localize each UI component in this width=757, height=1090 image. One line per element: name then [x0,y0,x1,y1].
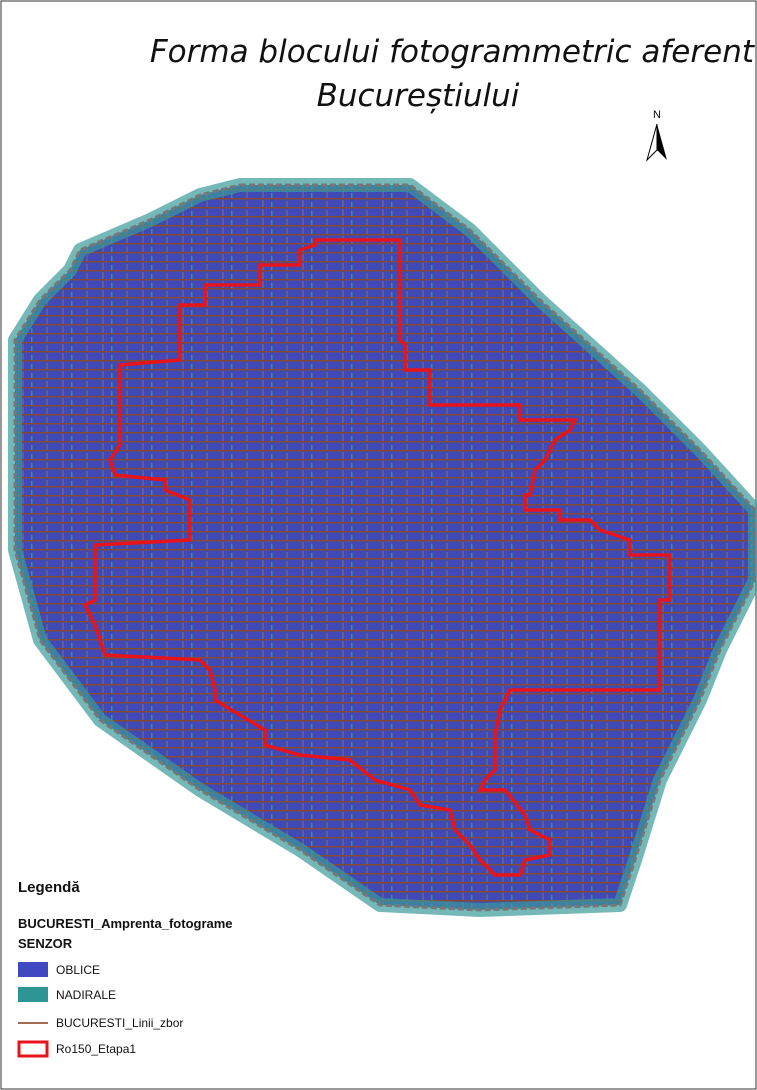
legend-title: Legendă [18,879,80,896]
legend-layer: BUCURESTI_Amprenta_fotograme [18,916,233,931]
map: Forma blocului fotogrammetric aferent Bu… [0,0,757,1090]
title-line-2: Bucureștiului [317,78,520,114]
photo-footprint-block [15,185,755,910]
legend-item: Ro150_Etapa1 [56,1042,136,1056]
north-label: N [653,109,661,121]
title-line-1: Forma blocului fotogrammetric aferent [150,34,756,70]
north-arrow-right [657,124,667,160]
legend-swatch-nadirale [18,987,48,1002]
legend-item: OBLICE [56,963,100,977]
legend-swatch-etapa [19,1042,47,1056]
north-arrow-left [647,124,657,160]
legend-item: NADIRALE [56,988,116,1002]
legend-item: BUCURESTI_Linii_zbor [56,1016,183,1030]
map-page: Forma blocului fotogrammetric aferent Bu… [0,0,757,1090]
legend-swatch-oblice [18,962,48,977]
legend-field: SENZOR [18,936,73,951]
